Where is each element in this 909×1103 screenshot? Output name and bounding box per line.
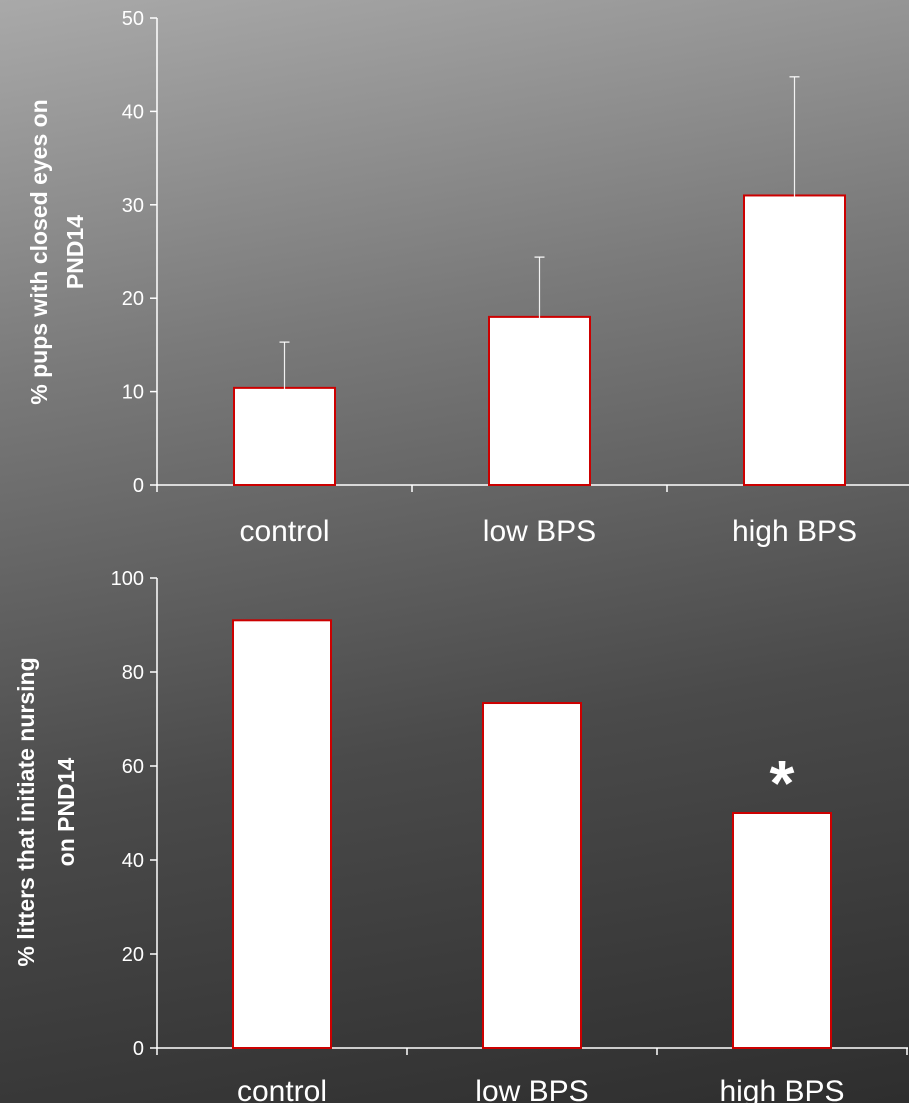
chart-2: 0 20 40 60 80 100 control low BPS high BPS * % lit… <box>13 568 908 1103</box>
category-label: control <box>237 1075 327 1103</box>
category-label: high BPS <box>732 515 857 548</box>
y-tick-label: 80 <box>122 662 144 684</box>
y-tick-label: 60 <box>122 756 144 778</box>
y-axis-label: on PND14 <box>53 757 79 866</box>
y-tick-label: 50 <box>122 8 144 30</box>
category-label: low BPS <box>483 515 596 548</box>
y-tick-label: 100 <box>111 568 144 590</box>
y-axis-label: % litters that initiate nursing <box>13 657 39 966</box>
y-tick-label: 0 <box>133 475 144 497</box>
y-axis-label: PND14 <box>62 215 88 289</box>
y-tick-label: 40 <box>122 101 144 123</box>
significance-marker: * <box>770 747 795 819</box>
chart-1: 0 10 20 30 40 50 control low BPS high BPS % pups … <box>26 8 909 548</box>
category-label: low BPS <box>475 1075 588 1103</box>
y-axis-label: % pups with closed eyes on <box>26 99 52 404</box>
bar-control <box>232 619 332 1049</box>
y-tick-label: 0 <box>133 1038 144 1060</box>
y-tick-label: 10 <box>122 382 144 404</box>
y-tick-label: 40 <box>122 850 144 872</box>
bar-high-bps <box>732 812 832 1049</box>
bar-low-bps <box>482 702 582 1050</box>
category-label: high BPS <box>719 1075 844 1103</box>
y-tick-label: 20 <box>122 944 144 966</box>
category-label: control <box>239 515 329 548</box>
y-tick-label: 20 <box>122 288 144 310</box>
y-tick-label: 30 <box>122 195 144 217</box>
